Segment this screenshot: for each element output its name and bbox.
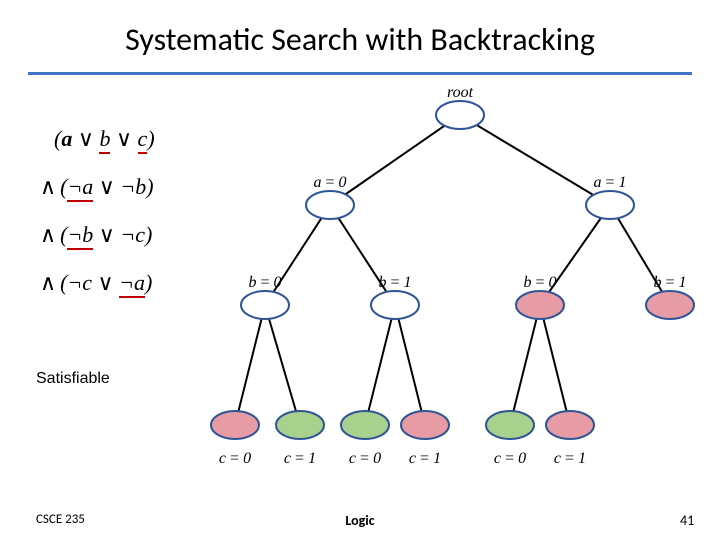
tree-node — [586, 191, 634, 219]
tree-node — [646, 291, 694, 319]
tree-node — [211, 411, 259, 439]
tree-node-label: c = 0 — [349, 450, 381, 467]
tree-node — [516, 291, 564, 319]
tree-node-label: c = 0 — [494, 450, 526, 467]
tree-node — [276, 411, 324, 439]
formula-line: ∧(¬b ∨ ¬c) — [40, 222, 152, 248]
tree-node-label: b = 1 — [378, 274, 411, 291]
tree-edge — [395, 305, 425, 425]
tree-node-label: a = 1 — [593, 174, 626, 191]
tree-node-label: b = 1 — [653, 274, 686, 291]
footer-pagenum: 41 — [680, 512, 694, 529]
tree-edge — [510, 305, 540, 425]
footer-topic: Logic — [345, 512, 374, 529]
tree-node-label: c = 1 — [284, 450, 316, 467]
formula-line: (a ∨ b ∨ c) — [40, 126, 155, 152]
tree-node — [436, 101, 484, 129]
tree-node — [306, 191, 354, 219]
title-divider — [28, 72, 692, 75]
tree-node — [486, 411, 534, 439]
tree-edge — [540, 305, 570, 425]
tree-node — [546, 411, 594, 439]
formula-line: ∧(¬a ∨ ¬b) — [40, 174, 154, 200]
footer-course: CSCE 235 — [36, 512, 85, 527]
tree-node — [341, 411, 389, 439]
tree-node-label: c = 1 — [554, 450, 586, 467]
tree-node-label: c = 1 — [409, 450, 441, 467]
tree-node — [371, 291, 419, 319]
tree-node-label: c = 0 — [219, 450, 251, 467]
search-tree: root a = 0 a = 1 b = 0 b = 1 b = 0 b = 1 c = 0 c… — [210, 85, 710, 485]
formula-line: ∧(¬c ∨ ¬a) — [40, 270, 152, 296]
tree-edge — [235, 305, 265, 425]
tree-node-label: b = 0 — [248, 274, 281, 291]
page-title: Systematic Search with Backtracking — [0, 20, 720, 59]
tree-node-label: b = 0 — [523, 274, 556, 291]
tree-node — [241, 291, 289, 319]
tree-edge — [330, 115, 460, 205]
tree-node — [401, 411, 449, 439]
tree-node-label: a = 0 — [313, 174, 346, 191]
tree-edge — [460, 115, 610, 205]
tree-edge — [365, 305, 395, 425]
tree-node-label: root — [447, 85, 474, 101]
satisfiable-label: Satisfiable — [36, 370, 110, 388]
tree-edge — [265, 305, 300, 425]
slide: { "title": { "text": "Systematic Search … — [0, 0, 720, 540]
